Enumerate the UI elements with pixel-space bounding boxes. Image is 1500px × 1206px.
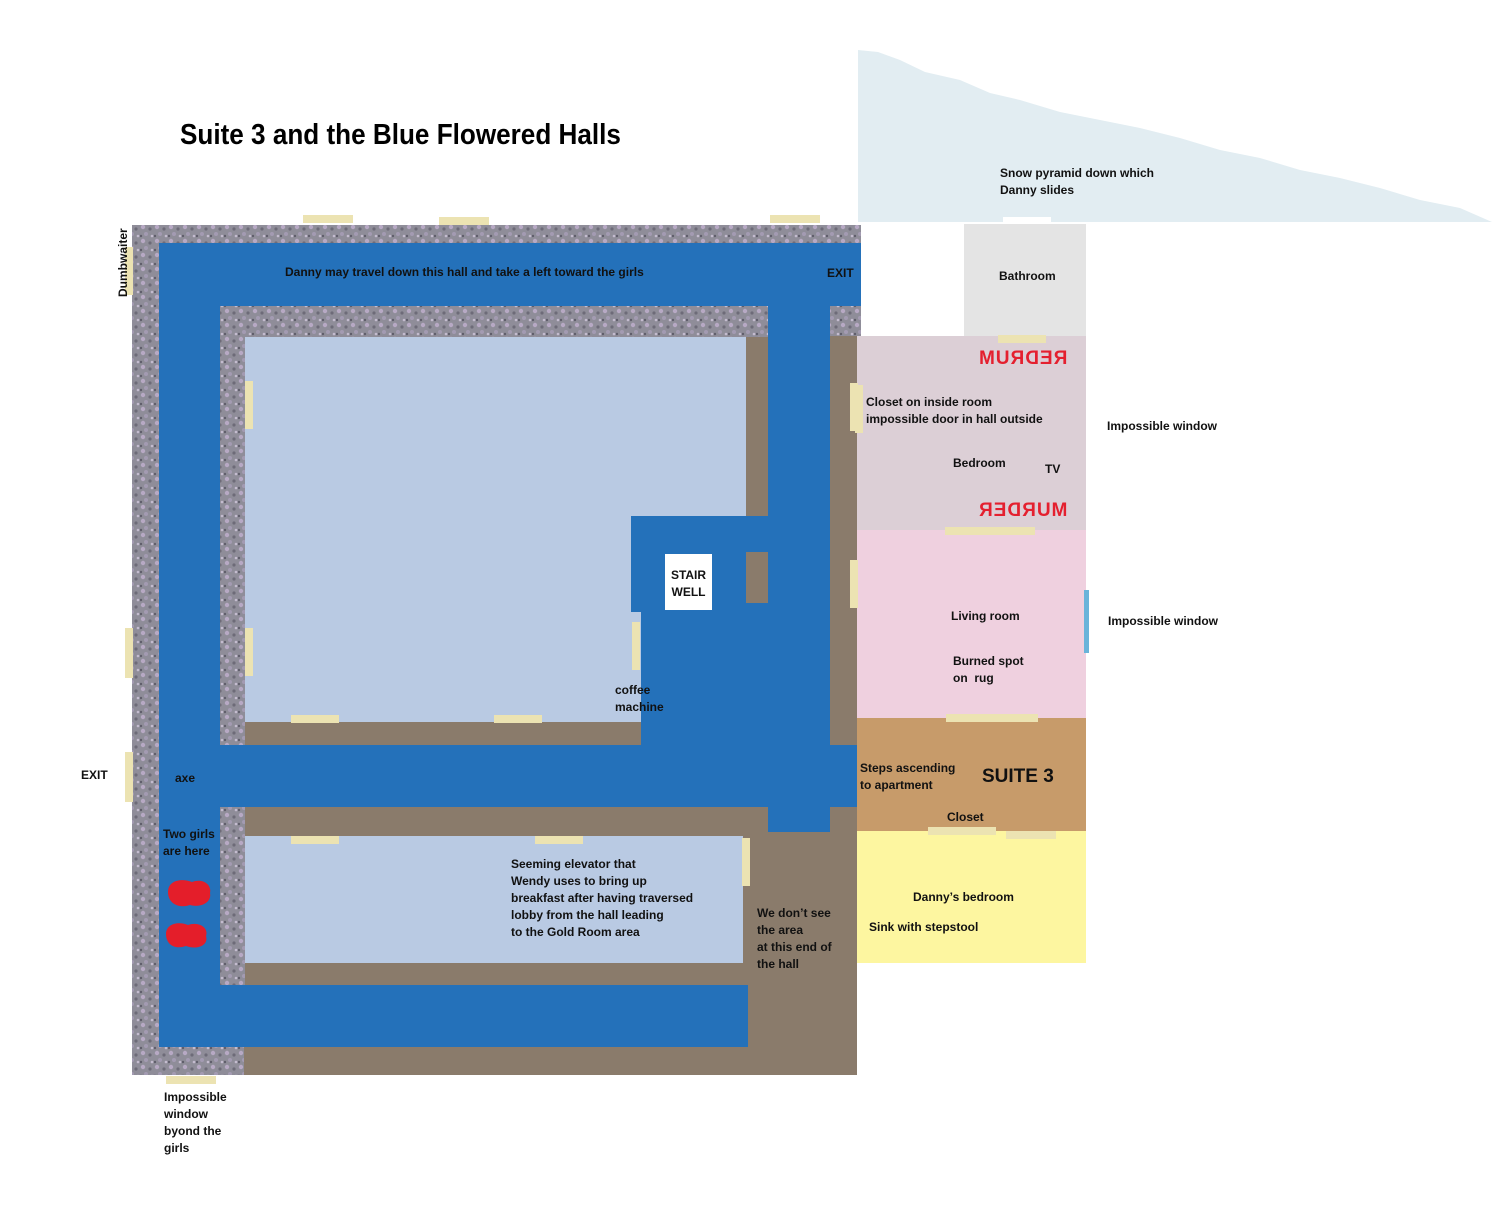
redrum-mirrored: REDRUM	[978, 348, 1068, 369]
impossible-window-girls-label: Impossible window byond the girls	[164, 1090, 227, 1155]
dannys-bedroom-label: Danny’s bedroom	[913, 890, 1014, 904]
murder-text: MURDER	[978, 500, 1067, 522]
axe-label: axe	[175, 771, 196, 785]
stairwell-label: STAIR WELL	[665, 567, 712, 601]
snow-pyramid	[858, 50, 1492, 222]
closet-inside-label: Closet on inside room impossible door in…	[866, 395, 1043, 426]
bedroom-room	[857, 336, 1086, 530]
wallpaper-inner-top	[220, 306, 768, 337]
redrum-text: REDRUM	[978, 348, 1067, 370]
dumbwaiter-label: Dumbwaiter	[116, 228, 130, 297]
bathroom-room	[964, 224, 1086, 336]
exit-top-label: EXIT	[827, 266, 854, 280]
two-girls-label: Two girls are here	[163, 827, 215, 858]
elevator-label: Seeming elevator that Wendy uses to brin…	[511, 857, 694, 939]
coffee-machine-label: coffee machine	[615, 683, 664, 714]
unseen-area-label: We don’t see the area at this end of the…	[757, 906, 832, 971]
burned-spot-label: Burned spot on rug	[953, 654, 1024, 685]
bedroom-label: Bedroom	[953, 456, 1006, 470]
bathroom-label: Bathroom	[999, 269, 1056, 283]
impossible-window-mark	[1084, 590, 1089, 653]
impossible-window-label-1: Impossible window	[1107, 419, 1218, 433]
bathroom-door	[1003, 217, 1051, 224]
suite3-room	[857, 718, 1086, 831]
exit-left-label: EXIT	[81, 768, 108, 782]
steps-label: Steps ascending to apartment	[860, 761, 956, 792]
wallpaper-outer-left	[132, 225, 159, 1075]
stairwell-notch	[746, 552, 768, 603]
snow-pyramid-label: Snow pyramid down which Danny slides	[1000, 166, 1155, 197]
wallpaper-lower-left	[220, 807, 245, 985]
dannys-bedroom-room	[857, 831, 1086, 963]
doors	[125, 215, 1056, 1084]
page-title: Suite 3 and the Blue Flowered Halls	[180, 119, 621, 151]
blood-spots	[166, 880, 211, 948]
wallpaper-inner-left	[220, 306, 245, 745]
living-room-label: Living room	[951, 609, 1020, 623]
blue-halls	[159, 243, 861, 1047]
impossible-window-label-2: Impossible window	[1108, 614, 1219, 628]
elevator-room	[245, 836, 743, 963]
murder-mirrored: MURDER	[978, 500, 1068, 521]
sink-label: Sink with stepstool	[869, 920, 979, 934]
living-room	[857, 530, 1086, 718]
wallpaper-outer-bottom	[132, 1047, 244, 1075]
suite3-label: SUITE 3	[982, 766, 1054, 787]
hall-note: Danny may travel down this hall and take…	[285, 265, 644, 279]
closet-label: Closet	[947, 810, 984, 824]
tv-label: TV	[1045, 462, 1061, 476]
wallpaper-right-stub	[830, 306, 861, 336]
wallpaper-outer-top	[132, 225, 861, 243]
